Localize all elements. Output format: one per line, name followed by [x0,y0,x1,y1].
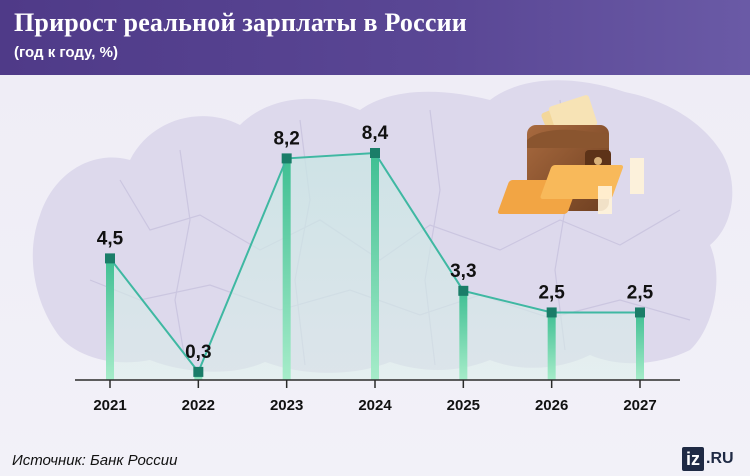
point-2023 [281,153,292,164]
data-label-2024: 8,4 [362,123,389,144]
data-label-2023: 8,2 [273,128,299,149]
data-label-2026: 2,5 [538,282,565,303]
logo-box: iz [682,447,705,471]
point-2022 [193,366,204,377]
chart-subtitle: (год к году, %) [14,44,118,61]
point-2027 [635,307,645,318]
data-label-2025: 3,3 [450,261,476,282]
point-2025 [458,285,469,296]
point-2021 [105,253,115,264]
bar-2027 [636,312,644,380]
x-tick-label-2026: 2026 [535,397,568,414]
point-2026 [546,307,557,318]
point-2024 [370,148,380,158]
bar-2024 [371,153,379,380]
x-tick-label-2021: 2021 [93,397,126,414]
bar-2026 [547,312,556,380]
money-stack-icon [498,158,644,214]
x-tick-label-2022: 2022 [182,397,215,414]
data-label-2021: 4,5 [97,228,124,249]
data-label-2022: 0,3 [185,342,211,363]
bar-2021 [106,258,114,380]
x-tick-label-2023: 2023 [270,397,303,414]
chart-title: Прирост реальной зарплаты в России [14,8,467,37]
x-tick-label-2024: 2024 [358,397,392,414]
bar-2023 [282,158,291,380]
source-note: Источник: Банк России [12,452,178,469]
data-label-2027: 2,5 [627,282,654,303]
logo-suffix: .RU [706,450,734,467]
bar-2025 [459,290,468,380]
x-tick-label-2027: 2027 [623,397,656,414]
header-banner: Прирост реальной зарплаты в России (год … [0,0,750,75]
x-tick-label-2025: 2025 [447,397,480,414]
iz-logo: iz .RU [682,446,734,472]
